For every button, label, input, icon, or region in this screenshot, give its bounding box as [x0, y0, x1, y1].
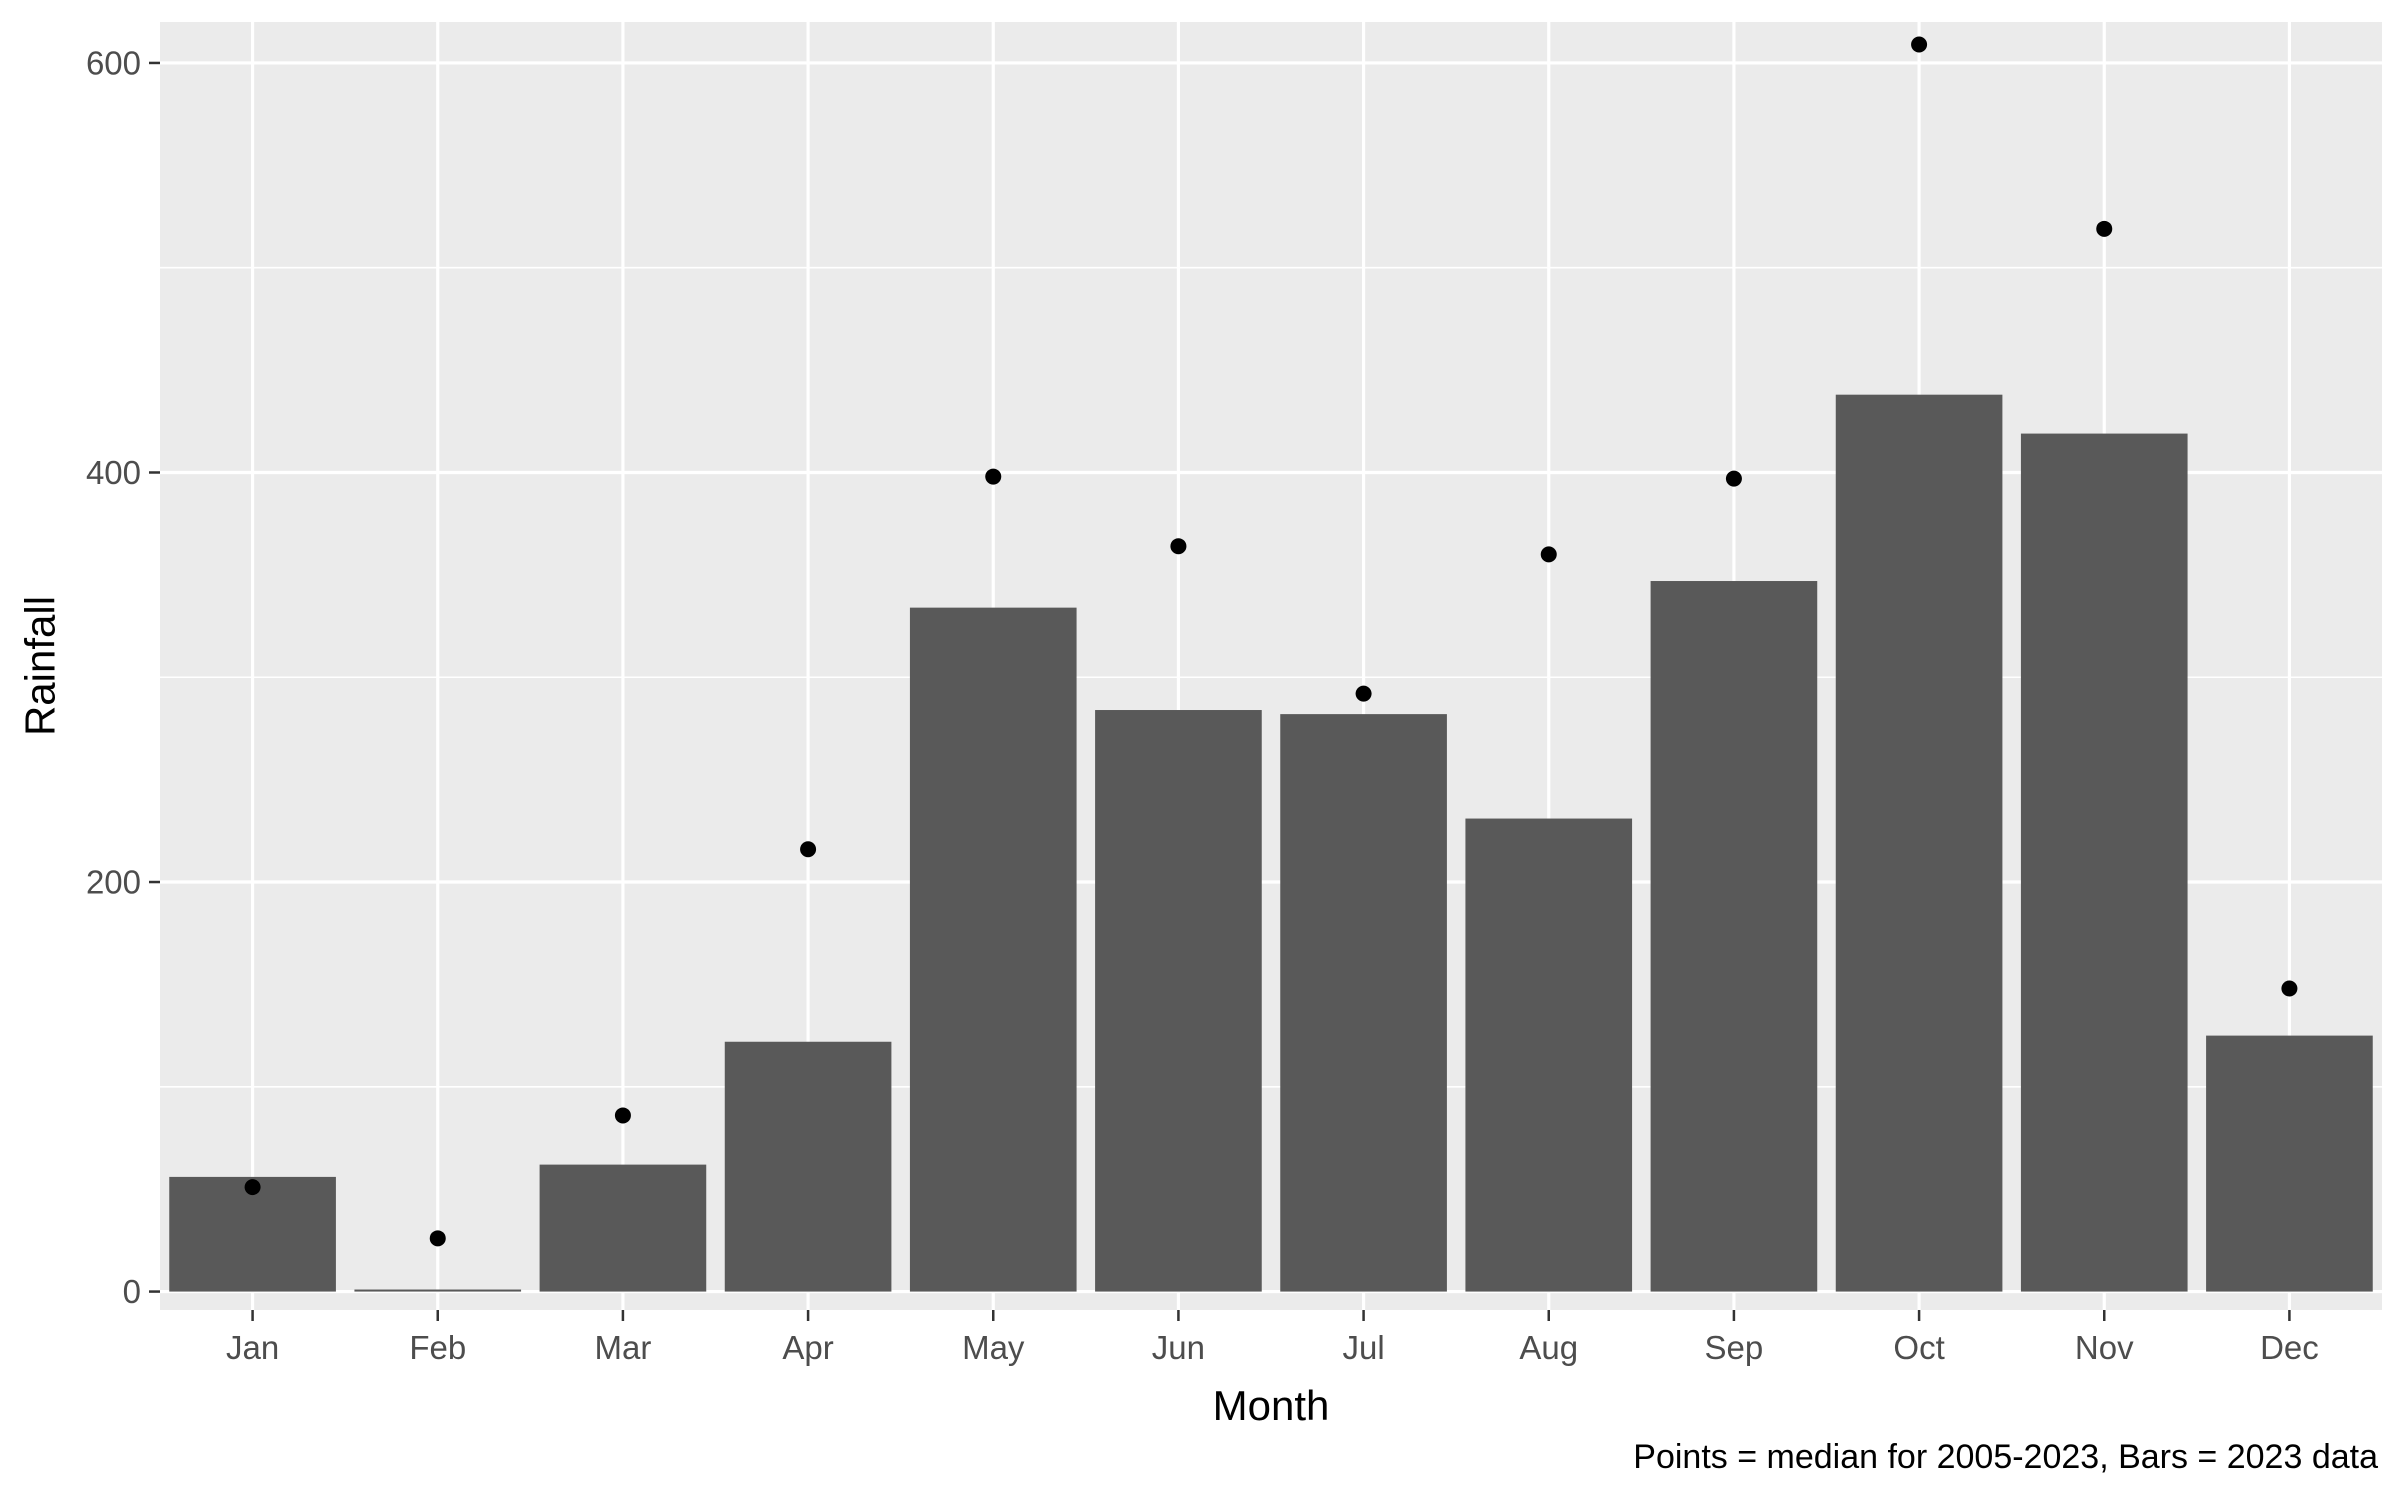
minor-gridlines	[160, 266, 2382, 1088]
x-tick-label-jan: Jan	[226, 1329, 279, 1366]
y-axis-title: Rainfall	[17, 596, 64, 736]
points-group	[244, 36, 2298, 1247]
x-tick-label-aug: Aug	[1519, 1329, 1578, 1366]
point-jul	[1355, 685, 1372, 702]
point-aug	[1540, 546, 1557, 563]
bars-group	[169, 394, 2373, 1292]
x-tick-label-nov: Nov	[2075, 1329, 2134, 1366]
x-tick-label-sep: Sep	[1705, 1329, 1764, 1366]
y-tick-label-400: 400	[86, 454, 141, 491]
bar-may	[909, 607, 1077, 1292]
x-tick-label-oct: Oct	[1893, 1329, 1944, 1366]
plot-panel	[160, 22, 2382, 1310]
point-apr	[800, 841, 817, 858]
point-oct	[1911, 36, 1928, 53]
y-tick-label-200: 200	[86, 864, 141, 901]
y-tick-label-600: 600	[86, 44, 141, 81]
bar-dec	[2206, 1035, 2373, 1292]
bar-apr	[724, 1041, 892, 1292]
point-dec	[2281, 980, 2298, 997]
x-tick-label-dec: Dec	[2260, 1329, 2319, 1366]
chart-caption: Points = median for 2005-2023, Bars = 20…	[1633, 1438, 2378, 1476]
x-tick-label-jun: Jun	[1152, 1329, 1205, 1366]
x-tick-label-mar: Mar	[594, 1329, 651, 1366]
point-may	[985, 468, 1002, 485]
point-jan	[244, 1179, 261, 1196]
x-tick-label-apr: Apr	[782, 1329, 833, 1366]
bar-oct	[1835, 394, 2003, 1292]
y-axis: 0 200 400 600	[86, 44, 160, 1310]
x-tick-label-may: May	[962, 1329, 1025, 1366]
point-sep	[1725, 470, 1742, 487]
bar-jan	[169, 1176, 336, 1292]
bar-nov	[2020, 433, 2188, 1292]
y-tick-label-0: 0	[123, 1273, 141, 1310]
bar-sep	[1650, 581, 1818, 1292]
x-tick-label-jul: Jul	[1342, 1329, 1384, 1366]
x-axis-title: Month	[1213, 1382, 1330, 1429]
bar-aug	[1465, 818, 1633, 1292]
point-jun	[1170, 538, 1187, 555]
point-feb	[429, 1230, 446, 1247]
bar-mar	[539, 1164, 707, 1292]
bar-jun	[1095, 710, 1262, 1292]
bar-feb	[354, 1289, 522, 1292]
x-axis: Jan Feb Mar Apr May Jun Jul Aug Sep Oct Nov Dec	[226, 1310, 2319, 1366]
x-tick-label-feb: Feb	[409, 1329, 466, 1366]
point-mar	[614, 1107, 631, 1124]
bar-jul	[1280, 714, 1447, 1292]
point-nov	[2096, 220, 2113, 237]
